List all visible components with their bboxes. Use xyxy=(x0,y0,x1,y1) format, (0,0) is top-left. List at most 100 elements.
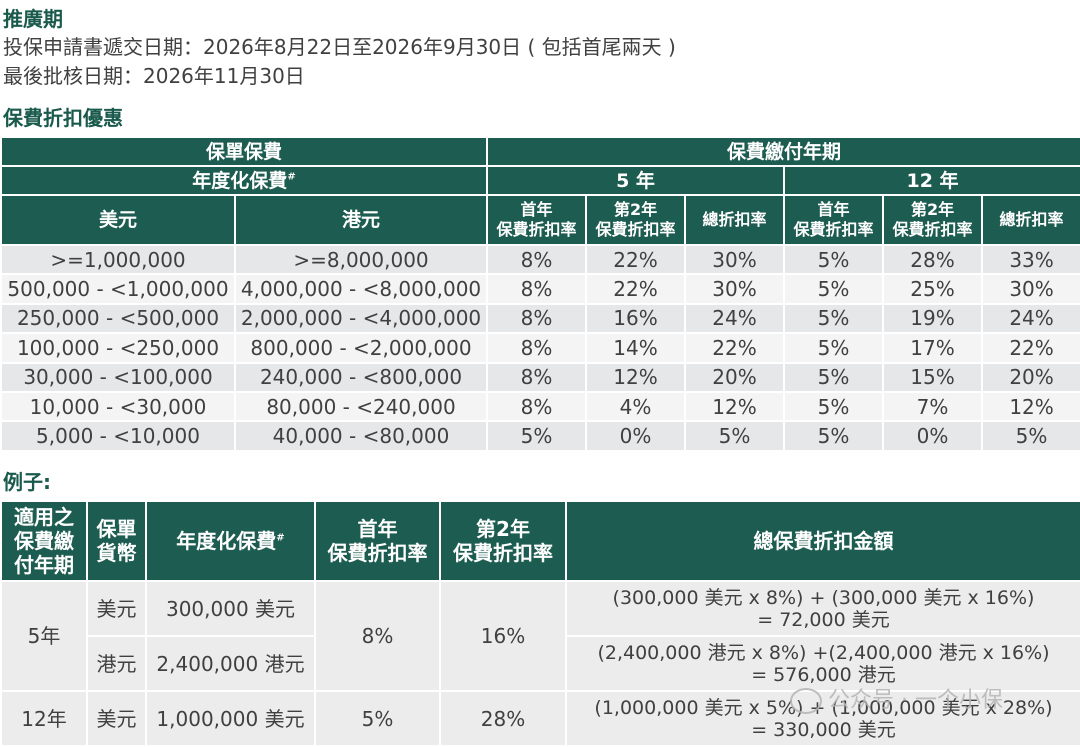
y5-second-rate: 14% xyxy=(585,332,687,363)
header-line: 第2年 xyxy=(613,200,658,219)
term-12-header: 12 年 xyxy=(783,165,1080,196)
currency: 美元 xyxy=(86,690,147,747)
annualized-premium: 2,400,000 港元 xyxy=(145,635,316,692)
y12-total-rate: 20% xyxy=(981,361,1080,392)
hkd-range: 40,000 - <80,000 xyxy=(233,420,489,450)
header-line: 首年 xyxy=(357,517,398,541)
annualized-premium-label: 年度化保費 xyxy=(176,529,277,553)
table-row: 250,000 - <500,000 2,000,000 - <4,000,00… xyxy=(0,302,1080,334)
y5-total-rate: 12% xyxy=(684,390,786,422)
y5-first-rate: 8% xyxy=(486,273,588,304)
y12-second-rate: 19% xyxy=(882,302,984,334)
y5-second-year-header: 第2年 保費折扣率 xyxy=(585,194,687,246)
y12-first-rate: 5% xyxy=(783,390,885,422)
table-row: 港元 2,400,000 港元 (2,400,000 港元 x 8%) +(2,… xyxy=(1,635,1080,692)
y5-first-year-header: 首年 保費折扣率 xyxy=(486,194,588,246)
hkd-range: >=8,000,000 xyxy=(233,243,489,275)
y12-total-rate: 5% xyxy=(981,420,1080,450)
header-line: 保費繳 xyxy=(14,529,74,553)
y12-total-rate-header: 總折扣率 xyxy=(981,194,1080,246)
header-line: 首年 xyxy=(520,200,553,219)
y5-first-rate: 8% xyxy=(486,302,588,334)
approval-date: 最後批核日期：2026年11月30日 xyxy=(3,64,305,88)
table-row: 500,000 - <1,000,000 4,000,000 - <8,000,… xyxy=(0,273,1080,304)
y12-second-rate: 15% xyxy=(882,361,984,392)
header-line: 保費折扣率 xyxy=(892,220,973,239)
y12-first-rate: 5% xyxy=(783,243,885,275)
header-line: 保費折扣率 xyxy=(496,220,577,239)
hkd-range: 80,000 - <240,000 xyxy=(233,390,489,422)
formula-result: = 330,000 美元 xyxy=(751,718,896,741)
term-5-header: 5 年 xyxy=(486,165,786,196)
usd-range: 500,000 - <1,000,000 xyxy=(0,273,236,304)
table-row: 100,000 - <250,000 800,000 - <2,000,000 … xyxy=(0,332,1080,363)
policy-premium-header: 保單保費 xyxy=(0,136,489,167)
y12-total-rate: 33% xyxy=(981,243,1080,275)
hkd-range: 4,000,000 - <8,000,000 xyxy=(233,273,489,304)
y12-first-rate: 5% xyxy=(783,420,885,450)
header-line: 保費折扣率 xyxy=(793,220,874,239)
y5-first-rate: 8% xyxy=(486,390,588,422)
formula-line: (300,000 美元 x 8%) + (300,000 美元 x 16%) xyxy=(612,586,1035,609)
y5-total-rate: 5% xyxy=(684,420,786,450)
annualized-premium-header: 年度化保費# xyxy=(145,500,316,582)
hkd-range: 800,000 - <2,000,000 xyxy=(233,332,489,363)
y12-second-rate: 28% xyxy=(882,243,984,275)
usd-range: 100,000 - <250,000 xyxy=(0,332,236,363)
y12-second-rate: 0% xyxy=(882,420,984,450)
y5-total-rate-header: 總折扣率 xyxy=(684,194,786,246)
hash-mark: # xyxy=(276,532,285,544)
currency: 美元 xyxy=(86,580,147,637)
y5-first-rate: 8% xyxy=(486,332,588,363)
second-year-rate: 16% xyxy=(439,580,567,692)
table-row: 5年 美元 300,000 美元 8% 16% (300,000 美元 x 8%… xyxy=(0,580,1080,692)
table-row: 5,000 - <10,000 40,000 - <80,000 5% 0% 5… xyxy=(0,420,1080,450)
y5-total-rate: 24% xyxy=(684,302,786,334)
table-row: 30,000 - <100,000 240,000 - <800,000 8% … xyxy=(0,361,1080,392)
y5-first-rate: 8% xyxy=(486,361,588,392)
annualized-premium-label: 年度化保費 xyxy=(192,169,288,192)
y5-second-rate: 4% xyxy=(585,390,687,422)
discount-table: 保單保費 保費繳付年期 年度化保費# 5 年 12 年 美元 港元 首年 保費折扣… xyxy=(0,136,1080,450)
y12-first-rate: 5% xyxy=(783,361,885,392)
y5-second-rate: 16% xyxy=(585,302,687,334)
header-line: 首年 xyxy=(817,200,850,219)
payment-term-header: 適用之 保費繳 付年期 xyxy=(0,500,88,582)
header-line: 保費折扣率 xyxy=(453,541,553,565)
annualized-premium-header: 年度化保費# xyxy=(0,165,489,196)
first-year-rate: 8% xyxy=(314,580,441,692)
payment-term: 12年 xyxy=(0,690,88,747)
y5-total-rate: 30% xyxy=(684,273,786,304)
y5-total-rate: 30% xyxy=(684,243,786,275)
promo-heading: 推廣期 xyxy=(3,7,63,31)
y12-second-rate: 17% xyxy=(882,332,984,363)
usd-range: 10,000 - <30,000 xyxy=(0,390,236,422)
hash-mark: # xyxy=(287,171,296,183)
first-year-rate: 5% xyxy=(314,690,441,747)
y12-total-rate: 22% xyxy=(981,332,1080,363)
y5-second-rate: 22% xyxy=(585,273,687,304)
header-line: 第2年 xyxy=(910,200,955,219)
formula-result: = 72,000 美元 xyxy=(757,608,890,631)
table-row: 12年 美元 1,000,000 美元 5% 28% (1,000,000 美元… xyxy=(0,690,1080,747)
hkd-range: 240,000 - <800,000 xyxy=(233,361,489,392)
application-period: 投保申請書遞交日期：2026年8月22日至2026年9月30日 ( 包括首尾兩天… xyxy=(3,35,676,59)
second-year-rate: 28% xyxy=(439,690,567,747)
usd-range: >=1,000,000 xyxy=(0,243,236,275)
y5-second-rate: 22% xyxy=(585,243,687,275)
total-discount-amount-header: 總保費折扣金額 xyxy=(565,500,1080,582)
annualized-premium: 300,000 美元 xyxy=(145,580,316,637)
header-line: 保費折扣率 xyxy=(595,220,676,239)
header-line: 保單 xyxy=(96,517,137,541)
y12-second-rate: 7% xyxy=(882,390,984,422)
payment-term-header: 保費繳付年期 xyxy=(486,136,1080,167)
first-year-rate-header: 首年 保費折扣率 xyxy=(314,500,441,582)
currency: 港元 xyxy=(86,635,147,692)
y12-total-rate: 12% xyxy=(981,390,1080,422)
header-line: 第2年 xyxy=(476,517,530,541)
header-line: 貨幣 xyxy=(96,541,137,565)
hkd-header: 港元 xyxy=(233,194,489,246)
watermark: 公众号 · 一个小保 xyxy=(790,682,1003,714)
wechat-icon xyxy=(790,688,822,714)
y5-first-rate: 5% xyxy=(486,420,588,450)
